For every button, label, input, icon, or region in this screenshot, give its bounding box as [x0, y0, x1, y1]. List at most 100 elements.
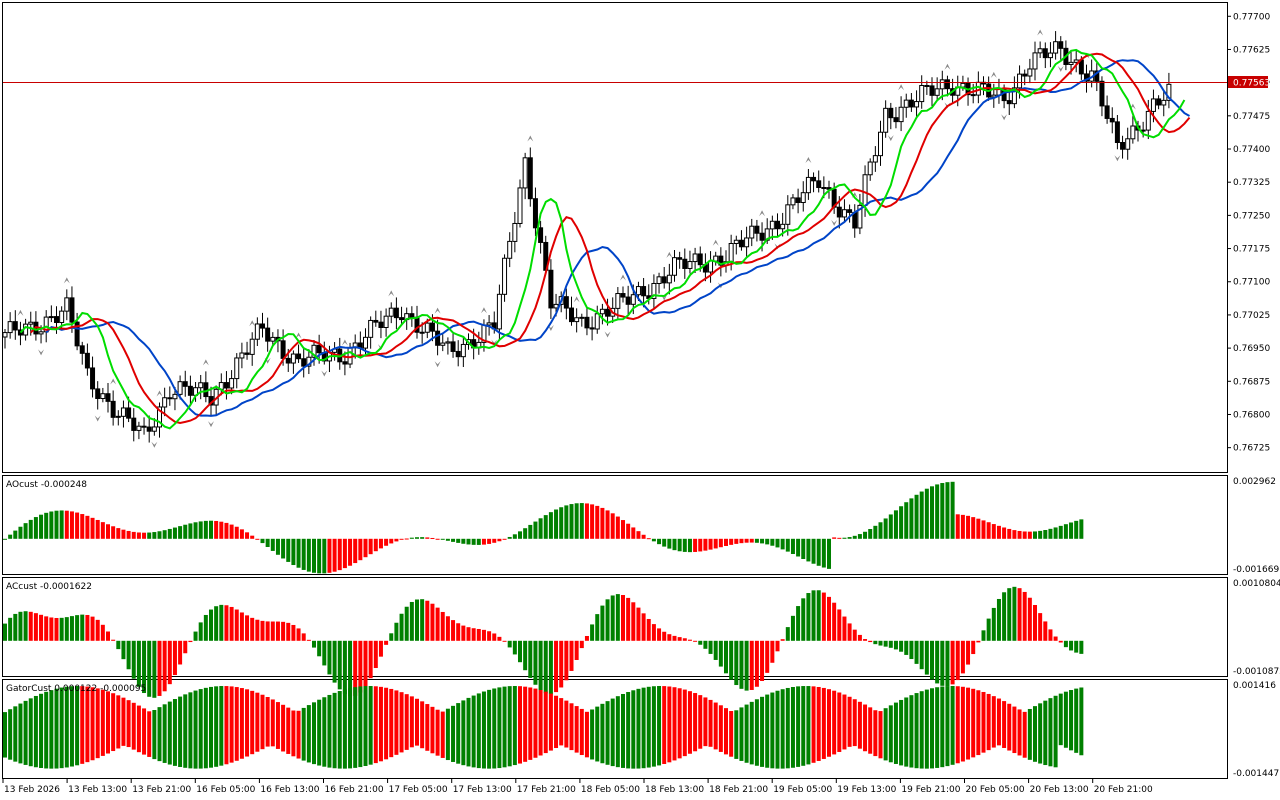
- ac-histogram-bar: [363, 640, 368, 687]
- ac-histogram-bar: [69, 616, 74, 641]
- gator-histogram-bar: [1079, 687, 1084, 730]
- candle-body: [69, 297, 75, 323]
- gator-histogram-bar: [837, 692, 842, 730]
- ao-histogram-bar: [641, 534, 646, 539]
- candle-body: [445, 341, 451, 344]
- gator-histogram-bar: [234, 729, 239, 761]
- ao-histogram-bar: [821, 538, 826, 568]
- ac-histogram-bar: [466, 627, 471, 641]
- gator-histogram-bar: [765, 729, 770, 768]
- price-tick-label: 0.77100: [1233, 278, 1270, 288]
- gator-histogram-bar: [662, 729, 667, 764]
- ac-histogram-bar: [471, 628, 476, 641]
- gator-histogram-bar: [930, 729, 934, 769]
- ao-histogram-bar: [64, 510, 69, 539]
- candle-body: [177, 381, 183, 395]
- ac-histogram-bar: [265, 621, 270, 641]
- ao-histogram-bar: [250, 535, 255, 539]
- gator-histogram-bar: [693, 729, 698, 752]
- gator-histogram-bar: [502, 686, 507, 730]
- ao-histogram-bar: [337, 538, 342, 571]
- ac-histogram-bar: [368, 640, 373, 679]
- gator-histogram-bar: [461, 700, 466, 730]
- ac-histogram-bar: [852, 629, 857, 641]
- ac-histogram-bar: [981, 630, 986, 641]
- candle-body: [126, 407, 132, 419]
- ac-histogram-bar: [672, 635, 677, 641]
- gator-histogram-bar: [595, 706, 600, 730]
- gator-histogram-bar: [69, 686, 74, 730]
- ac-histogram-bar: [641, 613, 646, 641]
- ac-histogram-bar: [281, 621, 286, 641]
- gator-histogram-bar: [291, 710, 296, 730]
- gator-histogram-bar: [590, 709, 595, 730]
- candle-body: [12, 321, 18, 331]
- gator-histogram-bar: [49, 690, 54, 730]
- ac-histogram-bar: [538, 640, 543, 691]
- candle-body: [1104, 105, 1110, 119]
- ao-pane[interactable]: [2, 475, 1228, 575]
- ao-histogram-bar: [492, 538, 497, 543]
- gator-pane[interactable]: [2, 679, 1228, 779]
- ao-histogram-bar: [523, 528, 528, 539]
- ac-histogram-bar: [584, 635, 589, 641]
- candle-body: [836, 206, 842, 218]
- ac-histogram-bar: [693, 640, 698, 642]
- gator-histogram-bar: [512, 729, 517, 766]
- price-tick-label: 0.77475: [1233, 112, 1270, 122]
- candle-body: [594, 313, 600, 330]
- gator-histogram-bar: [142, 708, 147, 730]
- ac-histogram-bar: [1043, 621, 1048, 641]
- candle-body: [692, 253, 698, 263]
- main-price-pane[interactable]: [2, 2, 1228, 473]
- gator-histogram-bar: [18, 703, 23, 730]
- ac-histogram-bar: [615, 594, 620, 641]
- ac-histogram-bar: [770, 640, 775, 663]
- ao-histogram-bar: [945, 482, 950, 539]
- gator-histogram-bar: [363, 729, 368, 767]
- gator-histogram-bar: [116, 729, 121, 749]
- candle-body: [187, 385, 193, 396]
- ao-histogram-bar: [106, 524, 110, 539]
- candle-body: [182, 381, 188, 387]
- ac-histogram-bar: [198, 622, 203, 641]
- ac-histogram-bar: [605, 599, 610, 641]
- ao-histogram-bar: [703, 538, 708, 551]
- ac-histogram-bar: [353, 640, 358, 696]
- gator-histogram-bar: [147, 711, 152, 730]
- ac-histogram-bar: [842, 616, 847, 641]
- price-tick-label: 0.77700: [1233, 12, 1270, 22]
- gator-histogram-bar: [461, 729, 466, 766]
- gator-histogram-bar: [111, 693, 116, 730]
- ao-histogram-bar: [646, 538, 651, 540]
- ac-histogram-bar: [167, 640, 172, 685]
- ao-histogram-bar: [909, 498, 914, 539]
- alligator-lips-line: [19, 48, 1186, 430]
- ac-histogram-bar: [13, 613, 18, 641]
- candle-body: [878, 131, 883, 157]
- gator-histogram-bar: [559, 698, 564, 730]
- gator-histogram-bar: [420, 701, 425, 730]
- gator-histogram-bar: [863, 729, 868, 752]
- ac-histogram-bar: [33, 613, 38, 641]
- ao-histogram-bar: [1022, 531, 1027, 539]
- candle-body: [677, 257, 683, 260]
- candle-body: [934, 88, 940, 96]
- ac-histogram-bar: [883, 640, 888, 647]
- candle-body: [795, 197, 801, 204]
- fractal-down-icon: [321, 370, 328, 377]
- ao-histogram-bar: [868, 529, 873, 539]
- gator-histogram-bar: [909, 729, 914, 768]
- ac-histogram-bar: [142, 640, 147, 694]
- gator-histogram-bar: [780, 729, 785, 769]
- ac-pane[interactable]: [2, 577, 1228, 677]
- gator-histogram-bar: [378, 729, 383, 762]
- gator-histogram-bar: [543, 729, 548, 754]
- time-tick-label: 13 Feb 21:00: [132, 785, 191, 795]
- ac-histogram-bar: [136, 640, 141, 687]
- candle-body: [579, 316, 585, 319]
- ac-histogram-bar: [332, 640, 337, 683]
- gator-histogram-bar: [842, 729, 847, 750]
- gator-histogram-bar: [342, 689, 347, 730]
